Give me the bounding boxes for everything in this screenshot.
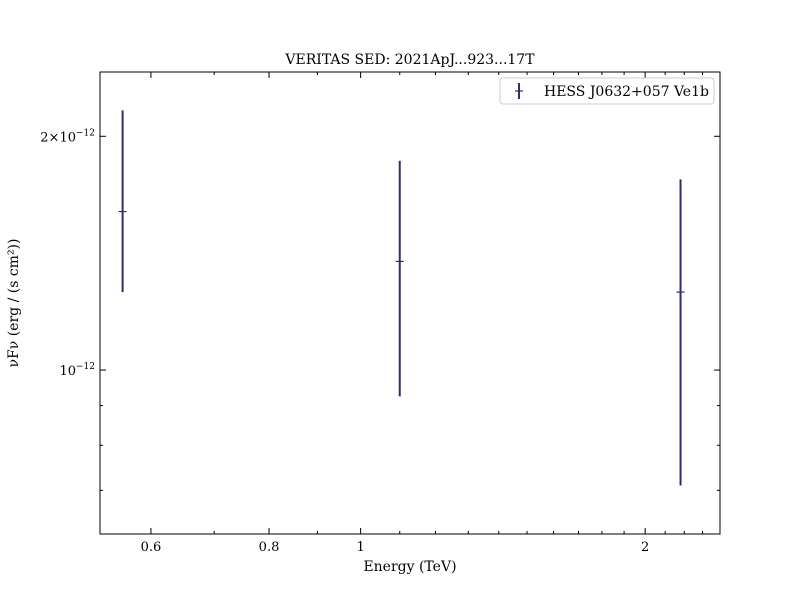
axis-ticks: 0.6 0.8 1 210−122×10−12 (40, 72, 721, 555)
y-tick-label: 2×10−12 (40, 128, 95, 145)
chart-title: VERITAS SED: 2021ApJ...923...17T (284, 52, 535, 68)
legend: HESS J0632+057 Ve1b (499, 77, 715, 105)
legend-frame (499, 77, 715, 105)
x-axis-label: Energy (TeV) (363, 559, 456, 575)
legend-entry: HESS J0632+057 Ve1b (544, 84, 709, 100)
y-tick-label-exponent: −12 (76, 128, 95, 138)
x-tick-label: 2 (641, 540, 649, 555)
y-tick-label-exponent: −12 (76, 362, 95, 372)
plot-frame (99, 71, 721, 535)
y-axis-label-text: νFν (erg / (s cm²)) (6, 239, 22, 368)
x-tick-label: 1 (356, 540, 364, 555)
x-tick-label: 0.6 (141, 540, 162, 555)
y-tick-label-base: 10 (59, 364, 76, 379)
data-points (118, 110, 685, 486)
y-tick-label-base: 2×10 (40, 130, 76, 145)
y-axis-label: νFν (erg / (s cm²)) (6, 239, 22, 368)
x-tick-label: 0.8 (259, 540, 280, 555)
y-tick-label: 10−12 (59, 362, 95, 379)
